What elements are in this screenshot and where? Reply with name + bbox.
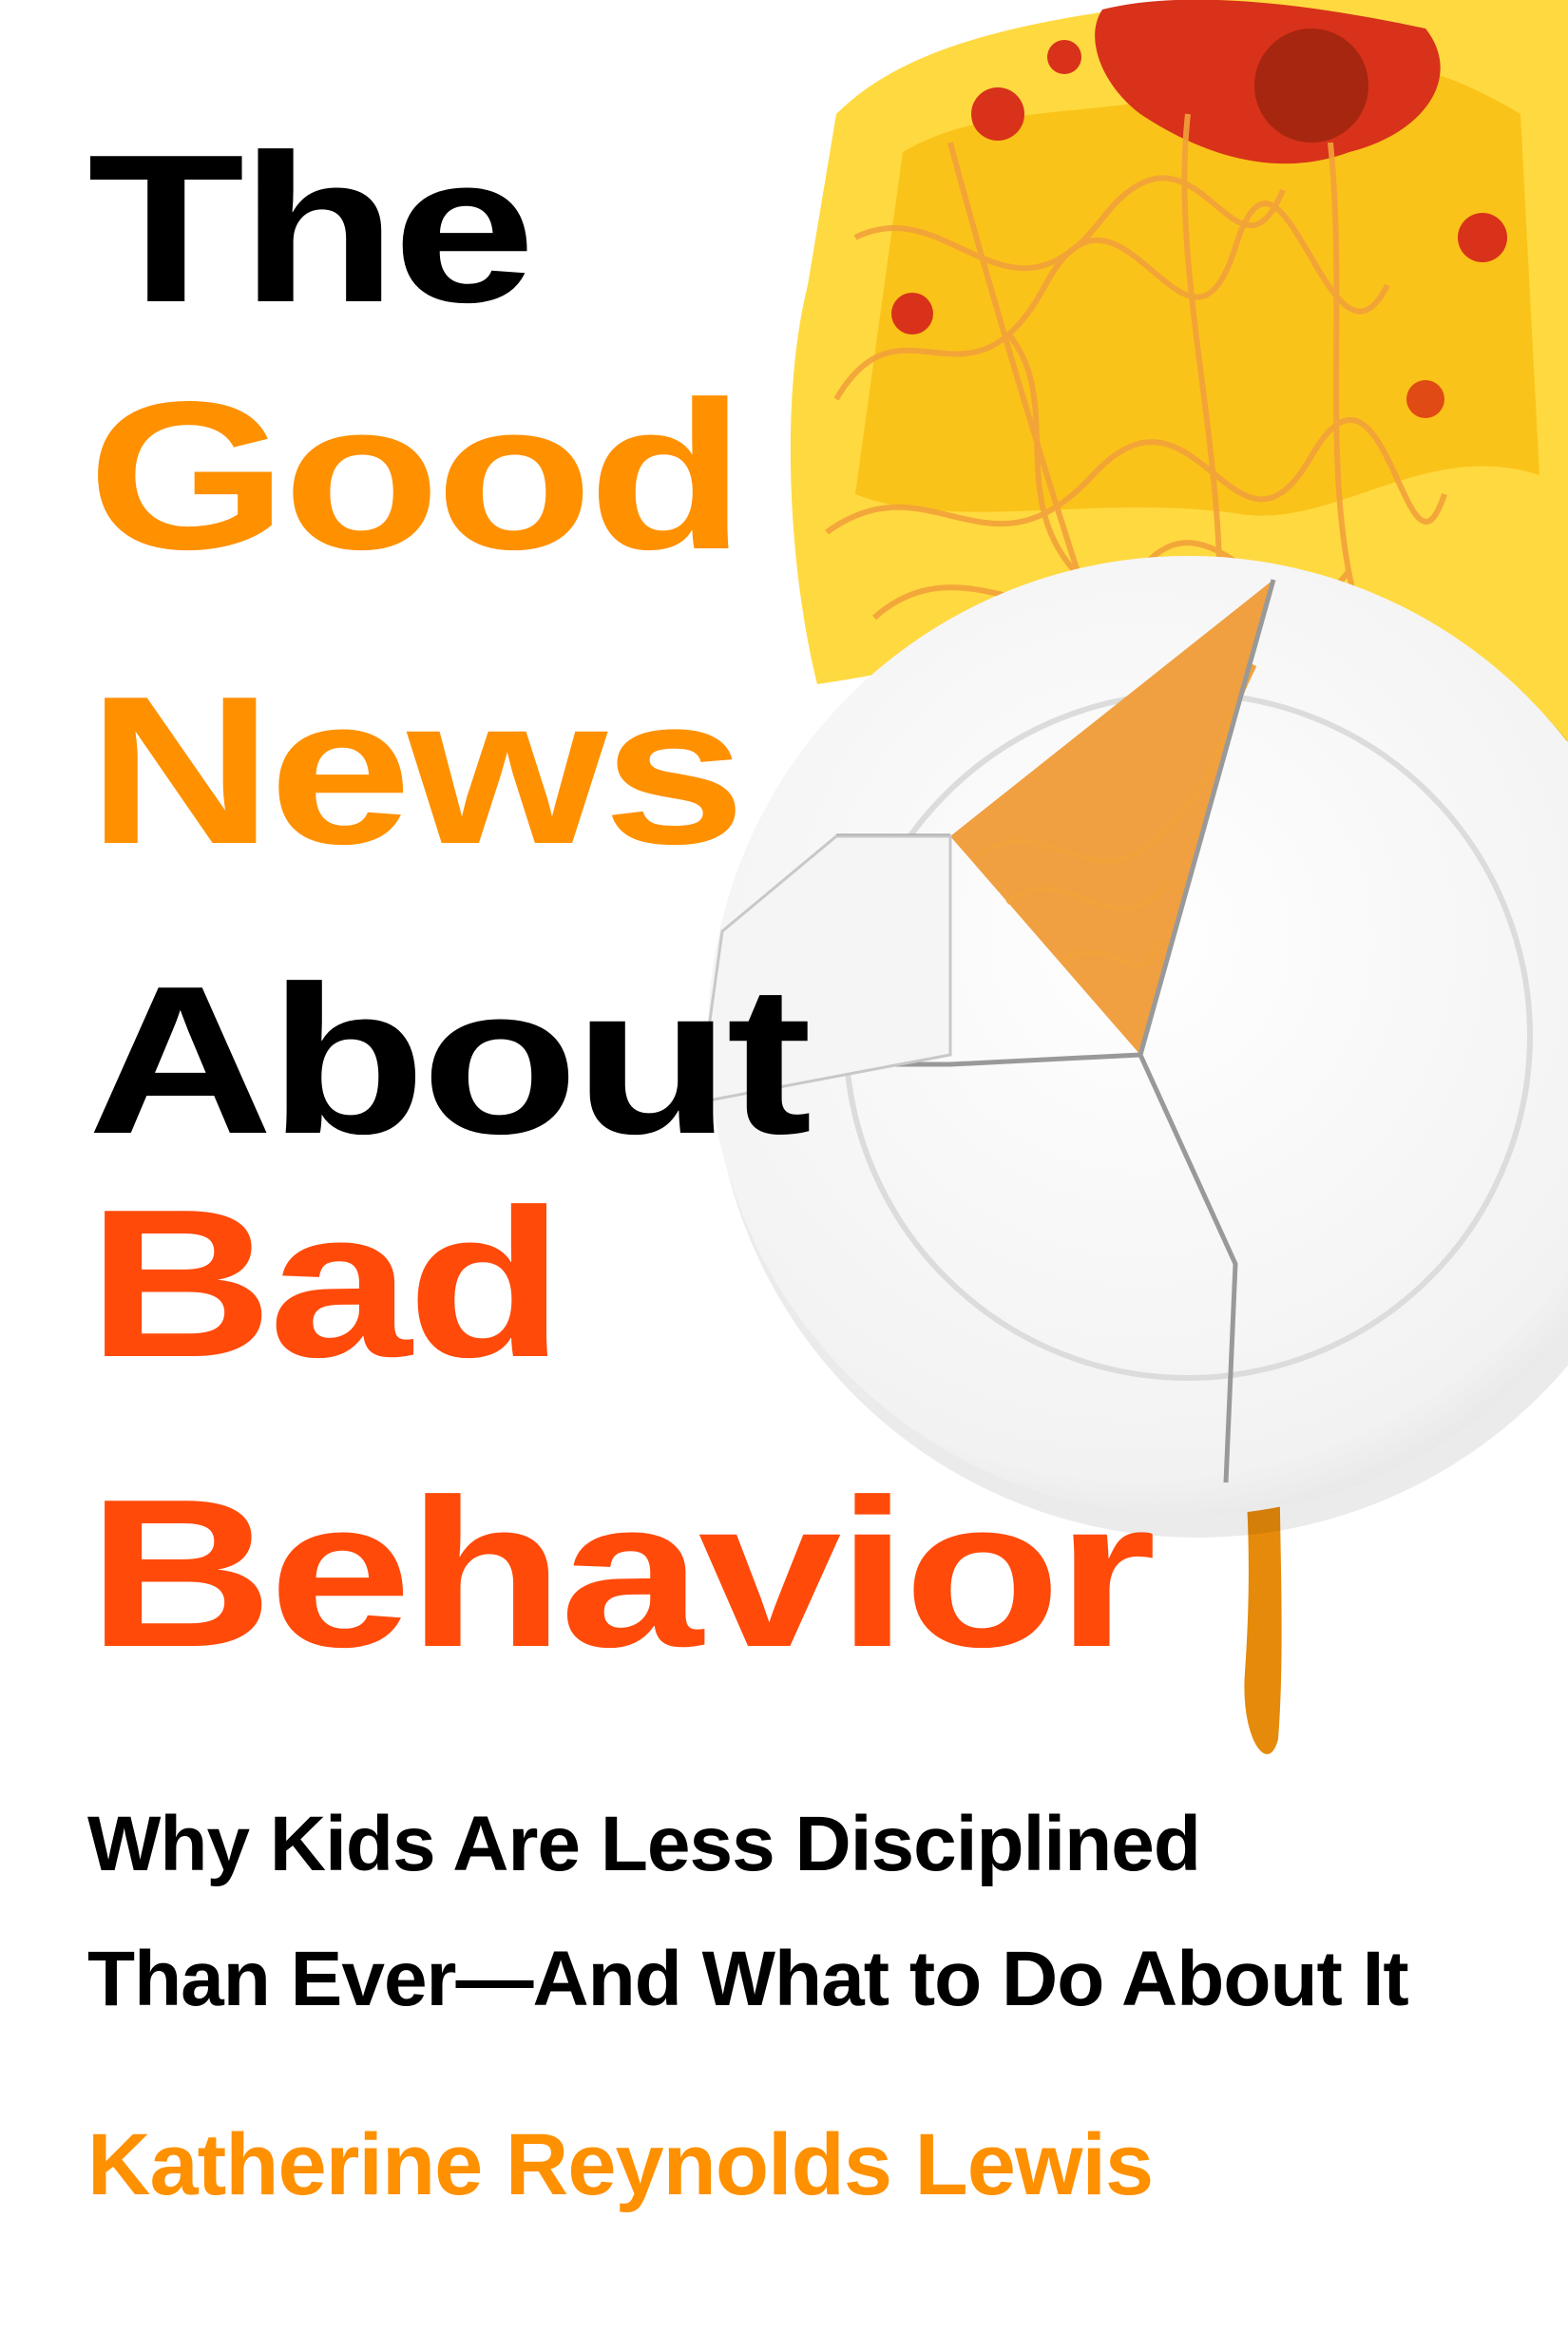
sauce-smear — [790, 0, 1568, 741]
title-line-about: About — [87, 943, 813, 1178]
title-line-the: The — [87, 111, 536, 347]
title-line-behavior: Behavior — [87, 1456, 1157, 1692]
title-line-bad: Bad — [87, 1166, 564, 1402]
subtitle-line-2: Than Ever—And What to Do About It — [87, 1936, 1409, 2022]
title-line-news: News — [87, 653, 746, 889]
author-name: Katherine Reynolds Lewis — [87, 2116, 1154, 2213]
subtitle-line-1: Why Kids Are Less Disciplined — [87, 1801, 1201, 1887]
title-line-good: Good — [87, 358, 745, 594]
broken-plate — [697, 556, 1568, 1538]
